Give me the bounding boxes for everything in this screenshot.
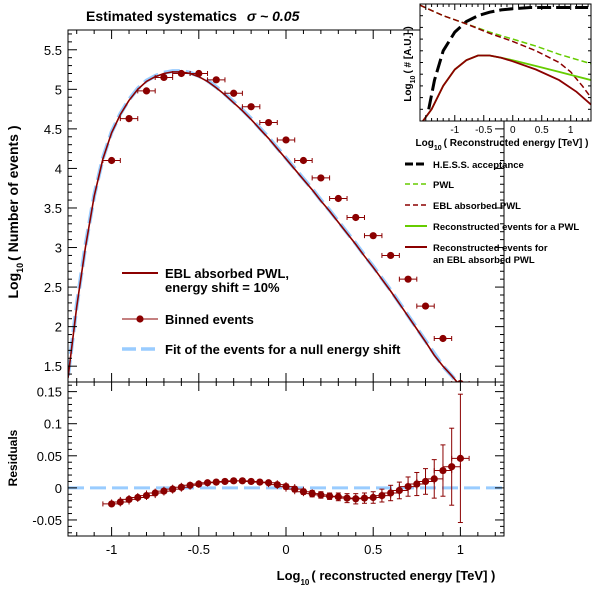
inset-x-tick-label: 0 bbox=[510, 125, 516, 136]
residual-point bbox=[142, 491, 151, 500]
residual-point bbox=[413, 480, 421, 488]
inset-plot-area bbox=[420, 4, 591, 121]
binned-event-point bbox=[334, 194, 342, 203]
binned-event-point bbox=[108, 156, 116, 165]
main-chart-title: Estimated systematics σ ~ 0.05 bbox=[86, 8, 300, 24]
inset-legend-reco-ebl-label-line2: an EBL absorbed PWL bbox=[433, 255, 535, 266]
inset-x-tick-label: 0.5 bbox=[535, 125, 549, 136]
binned-event-point bbox=[212, 76, 220, 84]
main-y-tick-label: 5 bbox=[55, 82, 62, 97]
residuals-plot-area bbox=[68, 393, 504, 524]
binned-event-point bbox=[142, 87, 151, 95]
residual-point bbox=[282, 482, 290, 491]
main-y-tick-label: 4.5 bbox=[44, 122, 62, 137]
inset-x-tick-label: -0.5 bbox=[475, 125, 493, 136]
binned-event-point bbox=[282, 136, 290, 144]
residuals-plot-frame bbox=[67, 381, 505, 537]
inset-acceptance-curve bbox=[427, 6, 589, 110]
binned-event-point bbox=[247, 103, 255, 111]
residuals-y-tick-label: 0.1 bbox=[44, 417, 62, 432]
binned-event-point bbox=[404, 275, 412, 283]
residuals-x-tick-label: -1 bbox=[106, 542, 118, 557]
residual-point bbox=[378, 491, 386, 500]
main-y-tick-label: 2 bbox=[55, 320, 62, 335]
residual-point bbox=[421, 477, 430, 486]
binned-event-point bbox=[352, 213, 360, 222]
residual-point bbox=[395, 486, 403, 495]
binned-event-point bbox=[160, 73, 168, 82]
inset-ebl-curve bbox=[420, 4, 591, 99]
residuals-x-tick-label: -0.5 bbox=[188, 542, 210, 557]
binned-event-point bbox=[439, 334, 447, 343]
legend-points-label: Binned events bbox=[165, 312, 254, 327]
main-y-tick-label: 5.5 bbox=[44, 43, 62, 58]
binned-event-point bbox=[369, 232, 377, 240]
binned-event-point bbox=[230, 89, 238, 97]
inset-legend-acceptance-label: H.E.S.S. acceptance bbox=[433, 160, 524, 171]
inset-legend: H.E.S.S. acceptance PWL EBL absorbed PWL… bbox=[405, 160, 579, 266]
binned-event-point bbox=[387, 251, 395, 260]
inset-x-tick-label: 1 bbox=[568, 125, 574, 136]
legend-model-label-line1: EBL absorbed PWL, bbox=[165, 266, 289, 281]
residuals-y-tick-label: -0.05 bbox=[32, 513, 62, 528]
inset-x-tick-label: -1 bbox=[450, 125, 459, 136]
inset-reco-ebl-curve bbox=[422, 54, 591, 121]
binned-event-point bbox=[421, 302, 430, 310]
legend-model-label-line2: energy shift = 10% bbox=[165, 280, 280, 295]
main-legend: EBL absorbed PWL, energy shift = 10% Bin… bbox=[122, 266, 401, 357]
inset-legend-pwl-label: PWL bbox=[433, 180, 454, 191]
residuals-y-axis-label: Residuals bbox=[6, 429, 20, 486]
residual-point bbox=[430, 475, 438, 483]
main-y-axis-label: Log10( Number of events ) bbox=[5, 125, 25, 298]
residuals-y-tick-label: 0 bbox=[55, 481, 62, 496]
ebl-shift-model-line bbox=[68, 71, 459, 382]
main-y-tick-label: 2.5 bbox=[44, 280, 62, 295]
residuals-x-tick-label: 0 bbox=[282, 542, 289, 557]
legend-fit-label: Fit of the events for a null energy shif… bbox=[165, 342, 401, 357]
binned-event-point bbox=[299, 156, 308, 165]
binned-event-point bbox=[125, 114, 133, 123]
inset-x-axis-label: Log10( Reconstructed energy [TeV] ) bbox=[416, 138, 589, 152]
binned-event-point bbox=[317, 174, 325, 182]
residual-point bbox=[456, 454, 464, 462]
residuals-x-tick-label: 1 bbox=[457, 542, 464, 557]
residual-point bbox=[291, 485, 299, 493]
residuals-x-axis-label: Log10( reconstructed energy [TeV] ) bbox=[277, 568, 496, 587]
residual-point bbox=[387, 489, 395, 497]
residual-point bbox=[116, 498, 124, 506]
main-y-tick-label: 3.5 bbox=[44, 201, 62, 216]
residual-point bbox=[404, 482, 412, 491]
residuals-y-tick-label: 0.15 bbox=[37, 385, 62, 400]
main-y-tick-label: 1.5 bbox=[44, 359, 62, 374]
legend-points-swatch-marker bbox=[136, 315, 144, 323]
inset-legend-ebl-label: EBL absorbed PWL bbox=[433, 201, 521, 212]
inset-legend-reco-ebl-label-line1: Reconstructed events for bbox=[433, 243, 548, 254]
inset-legend-reco-pwl-label: Reconstructed events for a PWL bbox=[433, 222, 579, 233]
binned-event-point bbox=[177, 69, 185, 78]
main-plot-area bbox=[68, 69, 470, 382]
residual-point bbox=[439, 466, 447, 475]
residuals-y-tick-label: 0.05 bbox=[37, 449, 62, 464]
inset-y-axis-label: Log10( # [A.U.] ) bbox=[403, 26, 417, 101]
main-y-tick-label: 4 bbox=[55, 161, 62, 176]
main-y-tick-label: 3 bbox=[55, 241, 62, 256]
residual-point bbox=[448, 463, 456, 471]
residuals-x-tick-label: 0.5 bbox=[364, 542, 382, 557]
inset-background bbox=[420, 4, 591, 121]
binned-event-point bbox=[195, 69, 203, 78]
binned-event-point bbox=[264, 118, 273, 127]
